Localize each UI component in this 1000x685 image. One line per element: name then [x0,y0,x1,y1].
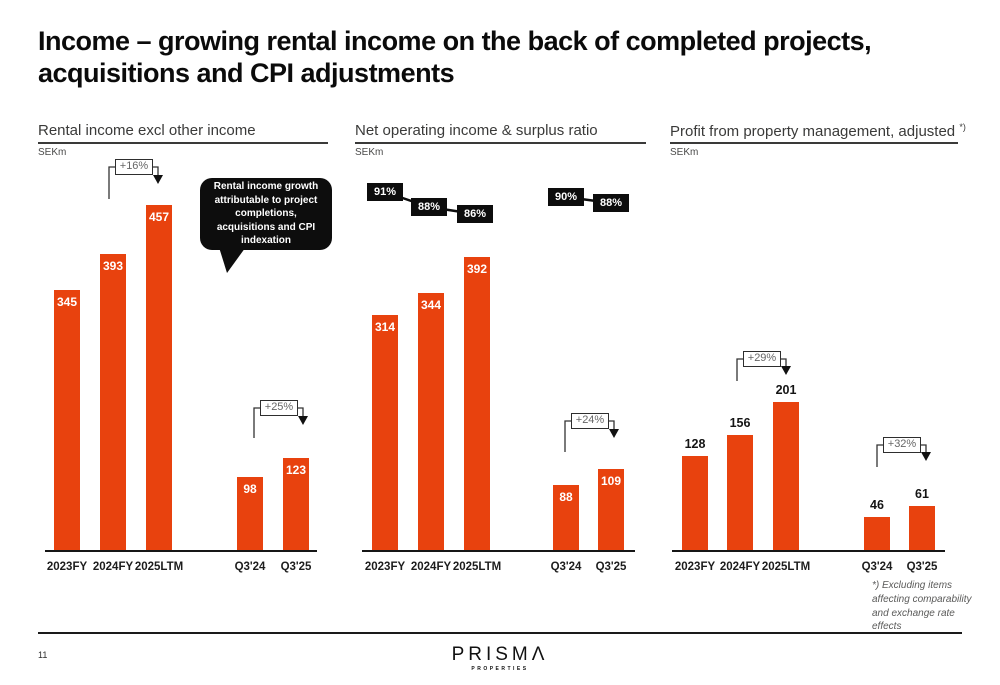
chart2-bar-value: 88 [559,490,573,504]
prisma-logo: PRISMΛ PROPERTIES [0,645,1000,672]
chart2-axis-label-2025LTM: 2025LTM [452,561,502,573]
chart3-bar-2023FY [682,456,708,551]
chart1-growth-annotation: +16% [115,159,153,175]
chart2-bar-2024FY [418,293,444,551]
chart2-surplus-ratio-label: 90% [548,188,584,206]
chart3-title: Profit from property management, adjuste… [670,122,966,140]
chart3-axis-label-2023FY: 2023FY [674,561,716,573]
chart1-axis-label-2024FY: 2024FY [92,561,134,573]
chart1-bar-2025LTM [146,205,172,551]
chart3-bar-Q3'24 [864,517,890,551]
callout-bubble: Rental income growth attributable to pro… [200,178,332,250]
chart2-surplus-ratio-label: 88% [411,198,447,216]
chart1-bar-value: 98 [243,482,257,496]
chart3-bar-2025LTM [773,402,799,551]
chart1-title: Rental income excl other income [38,122,256,139]
chart1-axis-label-Q3'25: Q3'25 [280,561,312,573]
chart3-bar-value: 201 [775,383,797,397]
chart3-x-axis [672,550,945,552]
chart2-axis-label-Q3'24: Q3'24 [550,561,582,573]
chart3-growth-annotation: +29% [743,351,781,367]
chart1-bar-value: 123 [285,463,307,477]
slide-title: Income – growing rental income on the ba… [38,26,968,89]
chart3-unit-label: SEKm [670,147,699,158]
chart1-bar-Q3'24 [237,477,263,551]
chart1-axis-label-Q3'24: Q3'24 [234,561,266,573]
chart1-bar-2023FY [54,290,80,551]
chart3-axis-label-2024FY: 2024FY [719,561,761,573]
chart2-bar-2023FY [372,315,398,551]
chart2-bar-value: 109 [600,474,622,488]
chart1-axis-label-2023FY: 2023FY [46,561,88,573]
chart2-surplus-ratio-label: 86% [457,205,493,223]
chart2-surplus-ratio-label: 91% [367,183,403,201]
slide-title-line2: acquisitions and CPI adjustments [38,57,455,88]
chart1-bar-Q3'25 [283,458,309,551]
chart3-title-footnote-marker: *) [959,122,966,132]
chart2-growth-annotation: +24% [571,413,609,429]
chart2-bar-value: 392 [466,262,488,276]
chart3-footnote: *) Excluding items affecting comparabili… [872,580,972,633]
chart3-axis-label-Q3'25: Q3'25 [906,561,938,573]
slide-title-line1: Income – growing rental income on the ba… [38,26,872,56]
chart3-axis-label-2025LTM: 2025LTM [761,561,811,573]
chart2-axis-label-Q3'25: Q3'25 [595,561,627,573]
chart1-unit-label: SEKm [38,147,67,158]
chart2-axis-label-2023FY: 2023FY [364,561,406,573]
chart2-bar-value: 314 [374,320,396,334]
chart2-title-rule [355,142,646,144]
chart3-bar-value: 46 [870,498,884,512]
chart1-axis-label-2025LTM: 2025LTM [134,561,184,573]
chart2-title: Net operating income & surplus ratio [355,122,598,139]
chart3-bar-value: 156 [729,416,751,430]
chart2-surplus-ratio-label: 88% [593,194,629,212]
chart2-unit-label: SEKm [355,147,384,158]
chart3-bar-value: 128 [684,437,706,451]
chart1-title-rule [38,142,328,144]
chart3-title-rule [670,142,958,144]
chart2-x-axis [362,550,635,552]
footer-divider [38,632,962,634]
chart1-growth-annotation: +25% [260,400,298,416]
chart2-bar-Q3'24 [553,485,579,551]
prisma-logo-subtitle: PROPERTIES [471,666,529,672]
chart2-bar-2025LTM [464,257,490,551]
chart2-bar-Q3'25 [598,469,624,551]
chart3-growth-annotation: +32% [883,437,921,453]
chart2-bar-value: 344 [420,298,442,312]
chart3-bar-value: 61 [915,487,929,501]
chart2-axis-label-2024FY: 2024FY [410,561,452,573]
chart1-bar-value: 393 [102,259,124,273]
chart1-bar-2024FY [100,254,126,551]
prisma-logo-wordmark: PRISMΛ [451,644,549,665]
chart3-bar-2024FY [727,435,753,551]
chart3-bar-Q3'25 [909,506,935,551]
chart1-bar-value: 345 [56,295,78,309]
page-number: 11 [38,650,48,660]
chart1-bar-value: 457 [148,210,170,224]
callout-text: Rental income growth attributable to pro… [213,181,319,247]
chart1-x-axis [45,550,317,552]
chart3-axis-label-Q3'24: Q3'24 [861,561,893,573]
